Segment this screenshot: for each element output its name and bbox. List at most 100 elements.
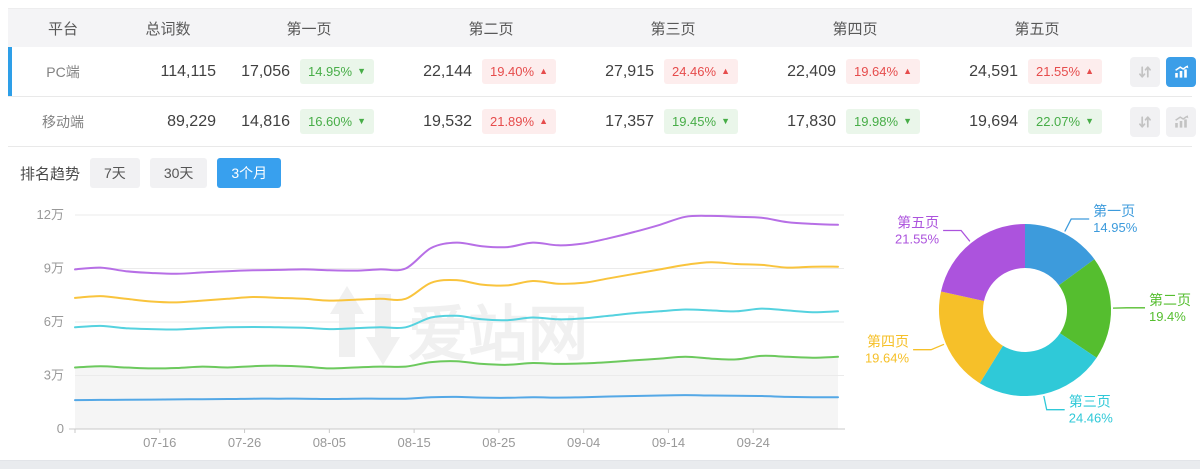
page-4-count: 17,830 bbox=[787, 112, 836, 130]
donut-slice-0[interactable] bbox=[1025, 224, 1095, 286]
page-2-count: 22,144 bbox=[423, 62, 472, 80]
grid-lines bbox=[75, 214, 844, 376]
change-percent: 19.64% bbox=[853, 64, 899, 79]
page-3-cell: 27,915 24.46% ▲ bbox=[582, 59, 764, 84]
donut-label-percent-0: 14.95% bbox=[1093, 220, 1138, 235]
arrow-up-icon: ▲ bbox=[903, 66, 912, 76]
change-badge: 19.40% ▲ bbox=[482, 59, 556, 84]
trend-title: 排名趋势 bbox=[20, 165, 81, 183]
page-1-count: 14,816 bbox=[241, 112, 290, 130]
total-words-value: 114,115 bbox=[160, 62, 216, 80]
column-header-0: 平台 bbox=[47, 20, 78, 38]
column-header-3: 第二页 bbox=[468, 20, 514, 38]
change-badge: 22.07% ▼ bbox=[1028, 109, 1102, 134]
change-badge: 21.55% ▲ bbox=[1028, 59, 1102, 84]
x-tick-label: 08-25 bbox=[482, 435, 515, 450]
page-4-count: 22,409 bbox=[787, 62, 836, 80]
row-actions bbox=[1128, 56, 1196, 87]
sort-button[interactable] bbox=[1130, 106, 1160, 137]
y-tick-label: 9万 bbox=[44, 261, 64, 276]
donut-slice-2[interactable] bbox=[979, 333, 1097, 397]
page-1-cell: 14,816 16.60% ▼ bbox=[218, 109, 400, 134]
change-percent: 19.98% bbox=[853, 114, 899, 129]
x-tick-label: 09-24 bbox=[737, 435, 770, 450]
arrow-up-icon: ▲ bbox=[539, 66, 548, 76]
change-percent: 19.45% bbox=[671, 114, 717, 129]
platform-label: PC端 bbox=[46, 63, 80, 80]
row-actions bbox=[1128, 106, 1196, 137]
y-tick-label: 6万 bbox=[44, 314, 64, 329]
trend-chart-icon bbox=[1174, 64, 1188, 78]
page-2-count: 19,532 bbox=[423, 112, 472, 130]
donut-label-name-2: 第三页 bbox=[1069, 394, 1111, 410]
donut-slice-4[interactable] bbox=[941, 224, 1025, 301]
donut-label-name-4: 第五页 bbox=[897, 214, 939, 230]
donut-slice-3[interactable] bbox=[938, 291, 1003, 384]
total-words-value: 89,229 bbox=[167, 112, 216, 130]
donut-label-line-4 bbox=[943, 229, 971, 242]
series-purple bbox=[74, 214, 839, 275]
tab-range-1[interactable]: 30天 bbox=[149, 158, 208, 188]
sort-button[interactable] bbox=[1130, 56, 1160, 87]
donut-label-line-3 bbox=[913, 343, 945, 351]
trend-chart-button[interactable] bbox=[1166, 106, 1196, 137]
trend-header: 排名趋势 7天 30天 3个月 bbox=[0, 147, 1200, 197]
change-badge: 19.98% ▼ bbox=[846, 109, 920, 134]
page-1-count: 17,056 bbox=[241, 62, 290, 80]
tab-range-2[interactable]: 3个月 bbox=[217, 158, 282, 188]
page-2-cell: 22,144 19.40% ▲ bbox=[400, 59, 582, 84]
change-badge: 21.89% ▲ bbox=[482, 109, 556, 134]
page-1-cell: 17,056 14.95% ▼ bbox=[218, 59, 400, 84]
donut-label-line-0 bbox=[1064, 218, 1090, 232]
series-blue bbox=[74, 394, 839, 402]
page-3-cell: 17,357 19.45% ▼ bbox=[582, 109, 764, 134]
y-tick-label: 0 bbox=[57, 421, 64, 436]
y-tick-label: 3万 bbox=[44, 368, 64, 383]
change-badge: 19.64% ▲ bbox=[846, 59, 920, 84]
arrow-up-icon: ▲ bbox=[721, 66, 730, 76]
change-percent: 21.89% bbox=[489, 114, 535, 129]
aizhan-watermark: 爱站网 bbox=[330, 286, 588, 368]
charts-area: 爱站网 07-16 07-26 08-05 08-15 08-25 09-04 09-14 09… bbox=[0, 197, 1200, 467]
platform-label: 移动端 bbox=[42, 113, 84, 130]
trend-chart-button[interactable] bbox=[1166, 56, 1196, 87]
change-percent: 21.55% bbox=[1035, 64, 1081, 79]
change-badge: 16.60% ▼ bbox=[300, 109, 374, 134]
x-tick-label: 09-14 bbox=[652, 435, 685, 450]
series-green-area bbox=[75, 355, 838, 429]
page-3-count: 27,915 bbox=[605, 62, 654, 80]
change-badge: 14.95% ▼ bbox=[300, 59, 374, 84]
tab-range-0[interactable]: 7天 bbox=[90, 158, 140, 188]
page-3-count: 17,357 bbox=[605, 112, 654, 130]
donut-label-name-3: 第四页 bbox=[867, 334, 909, 350]
series-cyan bbox=[74, 307, 839, 331]
x-tick-label: 07-26 bbox=[228, 435, 261, 450]
change-badge: 24.46% ▲ bbox=[664, 59, 738, 84]
x-tick-label: 09-04 bbox=[567, 435, 600, 450]
y-tick-label: 12万 bbox=[37, 207, 64, 222]
y-axis: 12万 9万 6万 3万 0 bbox=[37, 207, 64, 436]
change-badge: 19.45% ▼ bbox=[664, 109, 738, 134]
donut-slice-1[interactable] bbox=[1058, 259, 1112, 358]
arrow-down-icon: ▼ bbox=[903, 116, 912, 126]
table-row-mobile[interactable]: 移动端 89,229 14,816 16.60% ▼ 19,532 21.89% ▲ 17,35… bbox=[8, 97, 1196, 147]
x-tick-label: 08-15 bbox=[397, 435, 430, 450]
change-percent: 14.95% bbox=[307, 64, 353, 79]
page-5-cell: 24,591 21.55% ▲ bbox=[946, 59, 1128, 84]
arrow-down-icon: ▼ bbox=[721, 116, 730, 126]
column-header-5: 第四页 bbox=[832, 20, 878, 38]
x-axis: 07-16 07-26 08-05 08-15 08-25 09-04 09-14 09-24 bbox=[69, 428, 845, 450]
x-tick-label: 08-05 bbox=[313, 435, 346, 450]
table-row-pc[interactable]: PC端 114,115 17,056 14.95% ▼ 22,144 19.40% ▲ 27,9… bbox=[8, 47, 1196, 97]
change-percent: 22.07% bbox=[1035, 114, 1081, 129]
arrow-down-icon: ▼ bbox=[357, 116, 366, 126]
page-2-cell: 19,532 21.89% ▲ bbox=[400, 109, 582, 134]
page-4-cell: 22,409 19.64% ▲ bbox=[764, 59, 946, 84]
watermark-text: 爱站网 bbox=[408, 301, 588, 368]
donut-label-line-2 bbox=[1043, 395, 1065, 411]
table-header-row: 平台 总词数 第一页 第二页 第三页 第四页 第五页 bbox=[8, 8, 1192, 47]
arrow-down-icon: ▼ bbox=[357, 66, 366, 76]
